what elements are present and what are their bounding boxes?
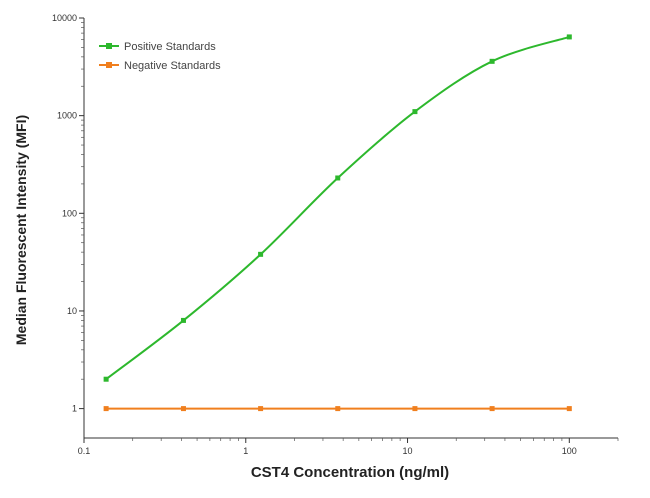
data-point bbox=[412, 109, 418, 115]
data-point bbox=[258, 251, 264, 257]
legend-marker-negative bbox=[106, 62, 112, 68]
data-point bbox=[566, 406, 572, 412]
data-point bbox=[103, 376, 109, 382]
legend-item-positive: Positive Standards bbox=[99, 41, 216, 53]
legend: Positive Standards Negative Standards bbox=[99, 41, 221, 72]
y-tick-label: 10000 bbox=[52, 13, 77, 23]
data-point bbox=[335, 406, 341, 412]
y-tick-label: 1 bbox=[72, 404, 77, 414]
y-axis-title: Median Fluorescent Intensity (MFI) bbox=[13, 115, 29, 345]
data-point bbox=[335, 175, 341, 181]
data-point bbox=[180, 406, 186, 412]
y-tick-label: 1000 bbox=[57, 111, 77, 121]
legend-label-negative: Negative Standards bbox=[124, 60, 221, 72]
x-tick-label: 10 bbox=[403, 446, 413, 456]
data-point bbox=[258, 406, 264, 412]
y-ticks: 1 10 100 1000 10000 bbox=[52, 13, 84, 414]
data-point bbox=[103, 406, 109, 412]
x-tick-label: 0.1 bbox=[78, 446, 91, 456]
x-tick-label: 100 bbox=[562, 446, 577, 456]
legend-item-negative: Negative Standards bbox=[99, 60, 221, 72]
series-line-0 bbox=[105, 35, 570, 381]
series-layer bbox=[103, 34, 572, 412]
legend-marker-positive bbox=[106, 43, 112, 49]
data-point bbox=[180, 317, 186, 323]
x-tick-label: 1 bbox=[243, 446, 248, 456]
data-point bbox=[566, 34, 572, 40]
y-tick-label: 10 bbox=[67, 306, 77, 316]
y-tick-label: 100 bbox=[62, 208, 77, 218]
legend-label-positive: Positive Standards bbox=[124, 41, 216, 53]
data-point bbox=[489, 406, 495, 412]
data-point bbox=[489, 58, 495, 64]
x-axis-title: CST4 Concentration (ng/ml) bbox=[251, 464, 449, 481]
x-ticks: 0.1 1 10 100 bbox=[78, 438, 619, 456]
plot-area: 1 10 100 1000 10000 0.1 1 10 100 bbox=[52, 13, 619, 456]
data-point bbox=[412, 406, 418, 412]
